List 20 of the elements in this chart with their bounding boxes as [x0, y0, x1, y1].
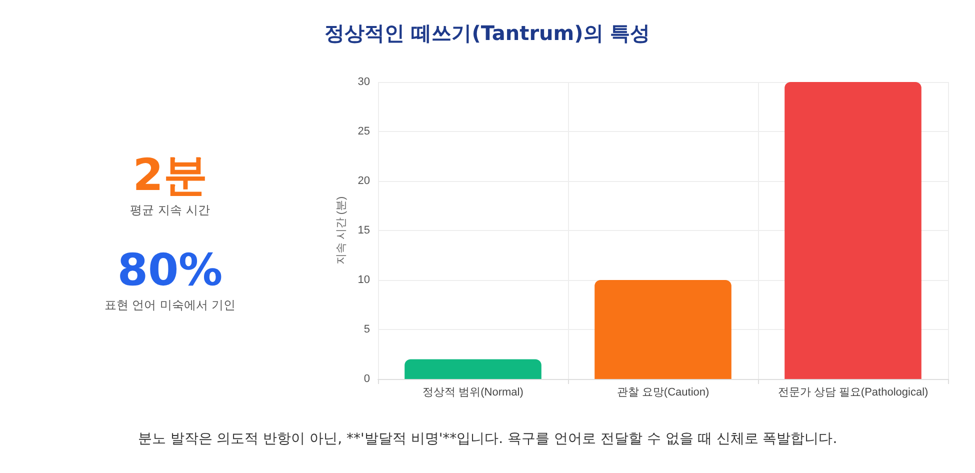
y-axis-title: 지속 시간 (분) — [335, 196, 348, 265]
bar — [594, 280, 732, 379]
x-tick-label: 정상적 범위(Normal) — [422, 386, 524, 398]
bar — [784, 82, 922, 379]
text: 80% — [116, 245, 224, 297]
chart-title: 정상적인 떼쓰기(Tantrum)의 특성 — [324, 20, 652, 47]
y-tick-label: 25 — [358, 126, 370, 138]
y-tick-label: 5 — [364, 324, 370, 336]
y-tick-label: 15 — [358, 224, 370, 236]
y-tick-label: 30 — [358, 76, 370, 88]
y-tick-label: 0 — [364, 373, 370, 385]
x-tick-label: 전문가 상담 필요(Pathological) — [778, 386, 928, 398]
y-tick-label: 20 — [358, 175, 370, 187]
text: 분노 발작은 의도적 반항이 아닌, **'발달적 비명'**입니다. 욕구를 언어로 전달할 수 없을 때 신체로 폭발합니다. — [136, 430, 838, 448]
y-tick-label: 10 — [358, 274, 370, 286]
bar — [404, 359, 542, 379]
x-tick-label: 관찰 요망(Caution) — [616, 386, 710, 398]
text: 평균 지속 시간 — [129, 202, 211, 219]
text: 표현 언어 미숙에서 기인 — [103, 297, 237, 314]
text: 2분 — [132, 150, 208, 202]
